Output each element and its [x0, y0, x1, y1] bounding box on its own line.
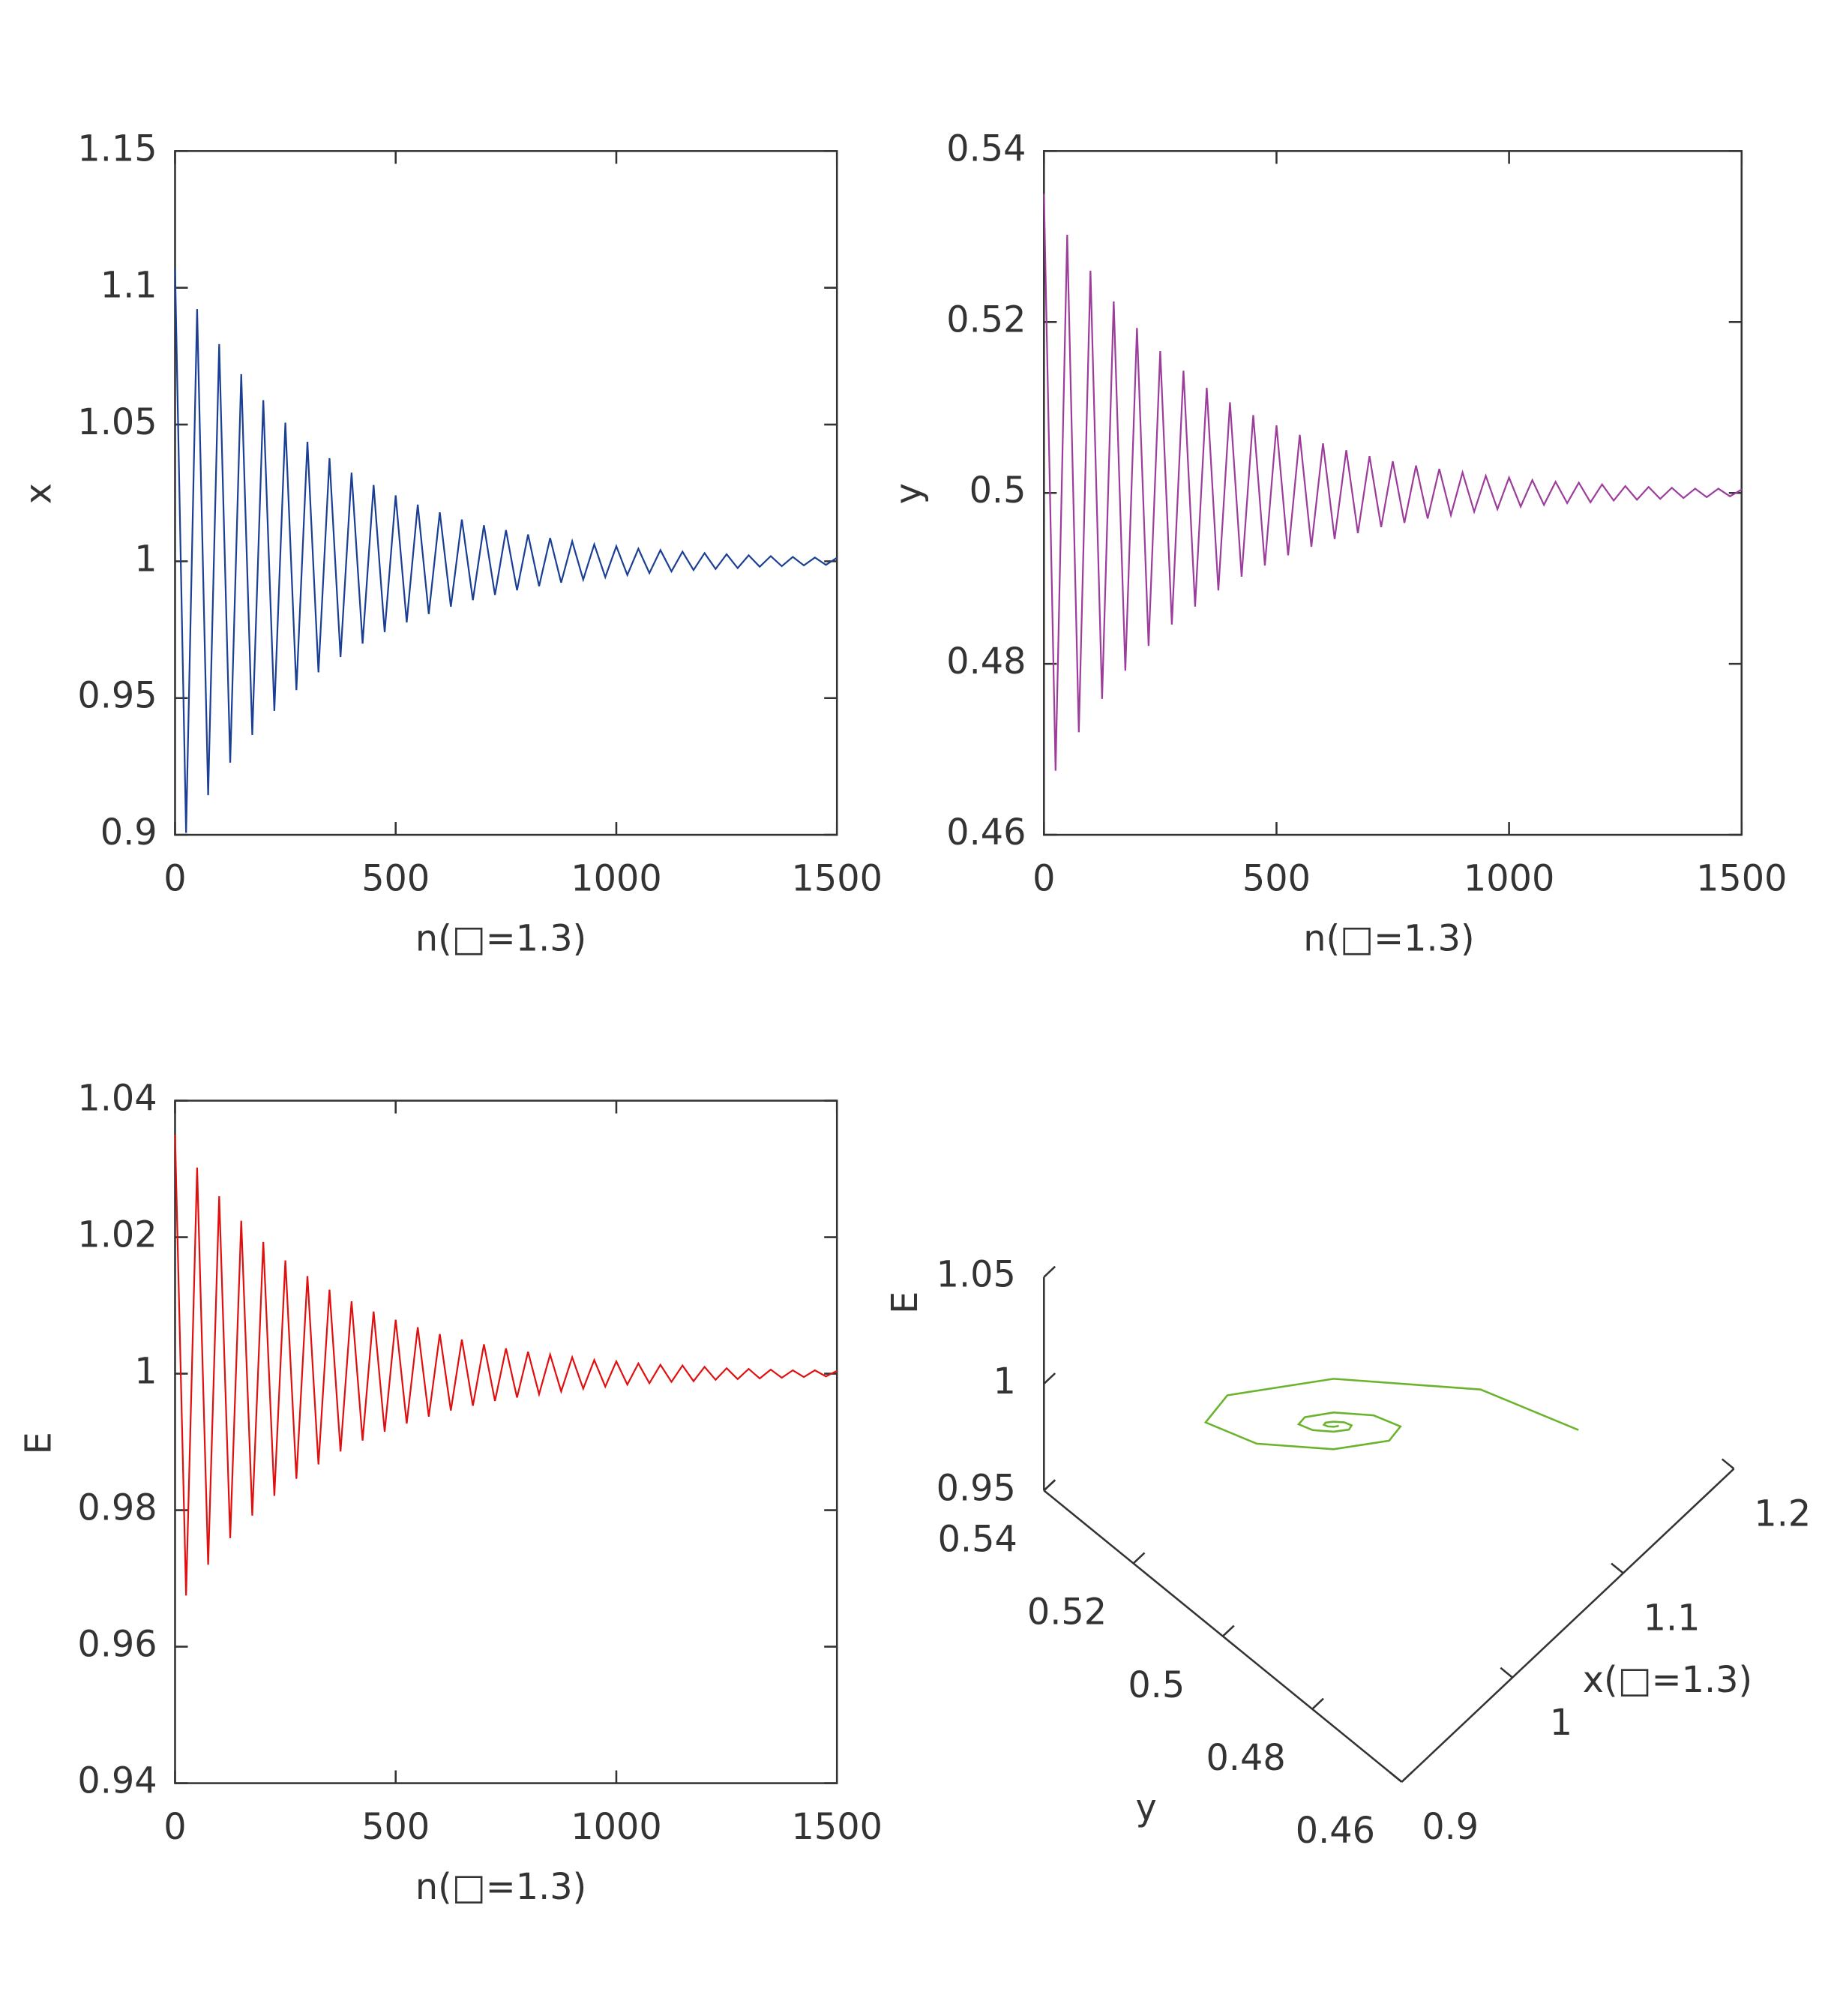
x-tick-label: 500: [1242, 858, 1311, 899]
y-axis-label: x: [19, 483, 60, 504]
y-tick-label: 0.48: [1206, 1738, 1285, 1779]
y-tick-label: 0.94: [77, 1761, 157, 1802]
x-tick-label: 1000: [571, 858, 661, 899]
x-axis-label: x(□=1.3): [1583, 1660, 1752, 1701]
x-tick-label: 1500: [792, 1807, 883, 1848]
y-tick-label: 0.52: [946, 299, 1026, 340]
x-tick-label: 1500: [792, 858, 883, 899]
y-tick-label: 0.95: [77, 676, 157, 717]
x-tick-label: 1000: [571, 1807, 661, 1848]
x-tick: [1500, 1666, 1513, 1678]
data-line: [1043, 194, 1743, 771]
y-tick-label: 0.5: [1128, 1665, 1185, 1706]
plot-frame: [1043, 150, 1743, 836]
x-tick-label: 1500: [1696, 858, 1787, 899]
y-tick-label: 0.46: [1296, 1810, 1375, 1852]
x-tick-label: 0: [163, 858, 186, 899]
x-tick-label: 1: [1550, 1702, 1572, 1744]
z-tick-label: 1.05: [936, 1255, 1016, 1296]
x-tick: [1611, 1562, 1624, 1574]
y-axis-label: y: [889, 483, 930, 504]
y-tick-label: 1.02: [77, 1215, 157, 1256]
z-tick: [1043, 1479, 1056, 1492]
x-tick-label: 1.2: [1754, 1493, 1811, 1534]
x-tick-label: 500: [361, 858, 430, 899]
y-tick: [1401, 1770, 1414, 1783]
x-tick-label: 1.1: [1644, 1598, 1701, 1640]
plot-frame: [174, 150, 838, 836]
y-tick-label: 0.98: [77, 1488, 157, 1529]
y-tick-label: 1.05: [77, 402, 157, 443]
y-tick: [1132, 1552, 1146, 1564]
z-tick: [1043, 1372, 1056, 1384]
y-tick: [1222, 1624, 1235, 1637]
z-tick-label: 1: [993, 1361, 1015, 1402]
x-axis-label: n(□=1.3): [415, 919, 586, 960]
x-tick: [1721, 1458, 1735, 1470]
z-tick-label: 0.95: [936, 1468, 1016, 1509]
y-tick-label: 1: [134, 538, 157, 580]
y-tick-label: 0.9: [100, 812, 157, 854]
y-tick-label: 0.54: [946, 128, 1026, 170]
x-tick-label: 0: [163, 1807, 186, 1848]
x-tick-label: 0: [1032, 858, 1055, 899]
y-tick-label: 0.48: [946, 641, 1026, 682]
x-axis-label: n(□=1.3): [1303, 919, 1474, 960]
y-tick-label: 1.15: [77, 128, 157, 170]
x-tick-label: 1000: [1464, 858, 1554, 899]
x-tick-label: 500: [361, 1807, 430, 1848]
x-axis: [1401, 1468, 1735, 1783]
data-line: [174, 268, 838, 833]
y-tick-label: 0.5: [969, 470, 1026, 512]
y-tick-label: 1: [134, 1352, 157, 1393]
z-axis-label: E: [885, 1292, 926, 1314]
y-tick-label: 0.96: [77, 1624, 157, 1666]
x-tick: [1389, 1771, 1403, 1783]
y-axis-label: E: [19, 1432, 60, 1454]
data-line: [1203, 1378, 1579, 1450]
y-tick-label: 1.1: [100, 266, 157, 307]
x-axis-label: n(□=1.3): [415, 1867, 586, 1908]
y-tick: [1311, 1697, 1324, 1710]
data-line: [174, 1135, 838, 1596]
y-tick-label: 0.52: [1027, 1592, 1107, 1634]
x-tick-label: 0.9: [1422, 1807, 1479, 1848]
z-tick: [1043, 1265, 1056, 1278]
y-axis-label: y: [1136, 1787, 1157, 1828]
y-tick-label: 1.04: [77, 1078, 157, 1120]
y-tick-label: 0.54: [938, 1519, 1017, 1560]
plot-frame: [174, 1100, 838, 1784]
y-tick-label: 0.46: [946, 812, 1026, 854]
